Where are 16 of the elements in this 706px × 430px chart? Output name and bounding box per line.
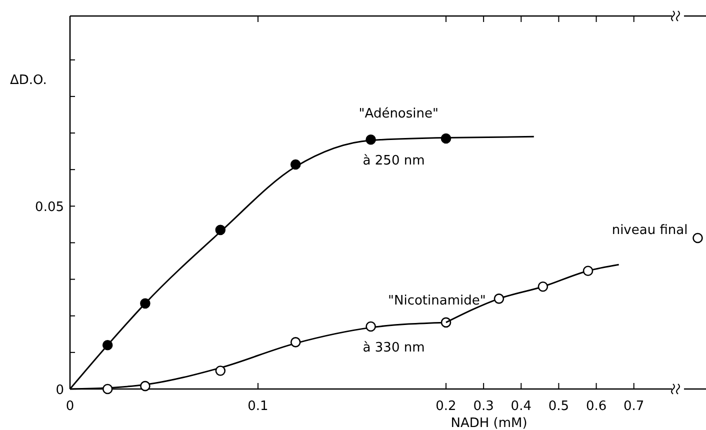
y-axis-title: ΔD.O. [10,73,47,88]
x-tick-label: 0.7 [624,399,644,414]
annotation: à 330 nm [362,340,425,356]
x-tick-label: 0.6 [586,399,607,414]
series-label: "Nicotinamide" [388,293,486,308]
x-tick-label: 0.1 [248,399,268,414]
x-tick-label: 0.3 [473,399,494,414]
x-tick-label: 0 [66,399,74,414]
series-label: "Adénosine" [358,106,439,122]
x-tick-label: 0.4 [510,399,532,414]
x-tick-label: 0.5 [548,399,570,414]
series-label: niveau final [612,222,688,238]
x-tick-label: 0.2 [436,399,456,414]
x-axis-title: NADH (mM) [450,416,528,430]
annotation: à 250 nm [362,154,425,169]
y-tick-label: 0.05 [35,200,64,216]
